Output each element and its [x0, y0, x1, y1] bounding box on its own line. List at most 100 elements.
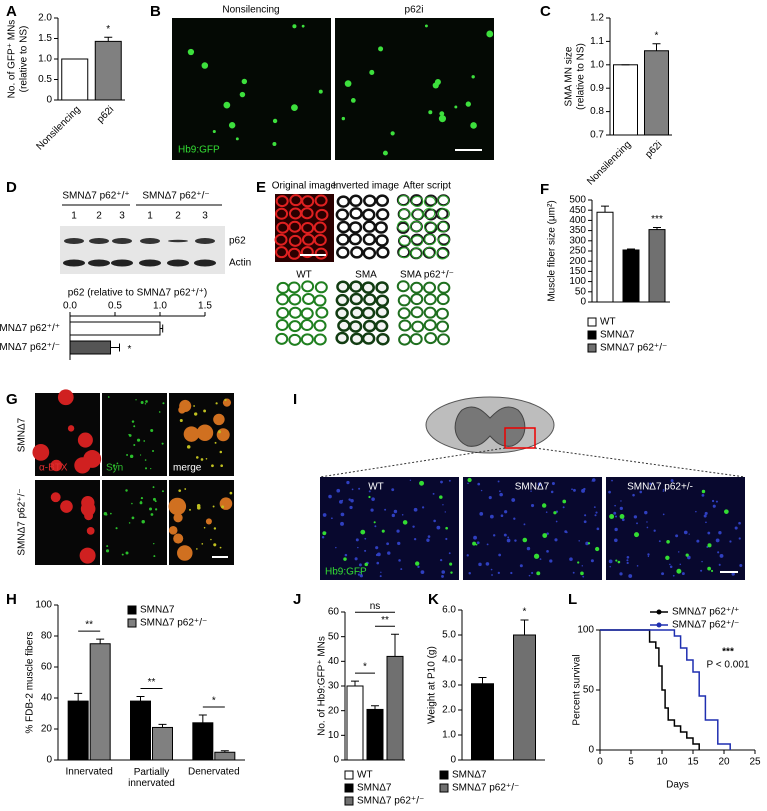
image-detail	[409, 333, 423, 346]
legend-label: SMNΔ7	[600, 330, 635, 341]
image-detail	[287, 247, 301, 260]
image-detail	[715, 538, 720, 543]
panel-letter: C	[540, 3, 551, 20]
image-detail	[375, 546, 379, 550]
error-bar	[158, 723, 167, 728]
image-detail	[486, 543, 489, 546]
image-detail	[350, 306, 364, 319]
image-detail	[133, 443, 136, 446]
image-detail	[140, 238, 160, 244]
significance: *	[106, 24, 110, 35]
x-tick-label: 1.0	[153, 301, 167, 312]
image-detail	[289, 194, 303, 207]
stain-label: Hb9:GFP	[178, 145, 220, 156]
image-detail	[129, 454, 134, 459]
x-axis-label: Days	[666, 780, 689, 791]
image-detail	[410, 293, 424, 306]
image-detail	[288, 306, 302, 319]
row-label: SMNΔ7	[17, 417, 28, 452]
image-detail	[393, 509, 398, 514]
image-detail	[187, 48, 195, 56]
image-detail	[619, 572, 623, 576]
image-detail	[112, 464, 116, 467]
image-detail	[590, 559, 594, 563]
image-detail	[86, 526, 95, 535]
x-tick-label: 0	[597, 757, 603, 768]
image-detail	[133, 425, 136, 428]
image-detail	[477, 482, 481, 486]
image-detail	[397, 246, 411, 259]
image-detail	[413, 537, 417, 541]
y-tick-label: 5.0	[442, 630, 456, 641]
image-detail	[510, 571, 513, 575]
y-tick-label: 100	[569, 276, 586, 287]
image-detail	[426, 538, 430, 542]
image-detail	[706, 545, 709, 548]
image-detail	[79, 547, 96, 564]
image-detail	[128, 522, 131, 524]
image-detail	[219, 546, 222, 549]
significance: **	[381, 615, 389, 626]
error-bar	[220, 750, 229, 753]
y-tick-label: 50	[328, 631, 340, 642]
image-label: p62i	[405, 5, 424, 16]
image-detail	[398, 234, 411, 246]
image-detail	[224, 398, 227, 402]
image-detail	[436, 248, 449, 260]
y-tick-label: 10	[328, 730, 340, 741]
image-detail	[359, 574, 363, 578]
image-detail	[364, 537, 367, 540]
legend-label: WT	[357, 770, 373, 781]
image-detail	[504, 510, 508, 514]
image-detail	[442, 504, 444, 506]
image-detail	[344, 553, 348, 557]
image-detail	[110, 512, 112, 515]
image-detail	[328, 494, 332, 499]
image-detail	[585, 541, 589, 546]
image-detail	[111, 259, 133, 267]
bar	[61, 58, 89, 101]
annotation: ***	[722, 647, 734, 658]
image-detail	[77, 432, 93, 448]
image-detail	[358, 563, 362, 567]
y-axis-label: No. of Hb9:GFP⁺ MNs	[317, 636, 328, 736]
legend-swatch	[439, 783, 449, 793]
image-detail	[583, 487, 586, 491]
image-detail	[554, 538, 558, 542]
image-detail	[272, 118, 278, 124]
image-detail	[666, 539, 670, 544]
image-detail	[168, 239, 188, 243]
image-detail	[715, 500, 718, 503]
image-detail	[350, 498, 354, 503]
image-detail	[711, 499, 715, 503]
image-detail	[288, 293, 302, 306]
band-label: p62	[229, 236, 246, 247]
bar	[596, 211, 614, 303]
bar	[471, 683, 494, 761]
y-tick-label: 0	[450, 755, 456, 766]
image-detail	[718, 563, 721, 566]
image-detail	[276, 221, 290, 234]
image-label: Nonsilencing	[222, 5, 279, 16]
lane-label: 2	[96, 211, 102, 222]
image-detail	[195, 238, 215, 244]
y-tick-label: 0.7	[590, 130, 604, 141]
image-detail	[546, 550, 549, 553]
image-detail	[203, 526, 206, 529]
image-detail	[360, 529, 366, 535]
image-detail	[551, 482, 555, 486]
legend-swatch	[127, 605, 137, 615]
image-detail	[212, 129, 216, 134]
image-detail	[658, 540, 661, 543]
y-tick-label: 60	[41, 662, 53, 673]
image-detail	[609, 514, 615, 520]
image-detail	[203, 409, 207, 413]
y-tick-label: 450	[569, 205, 586, 216]
image-detail	[274, 233, 288, 246]
panel-letter: D	[6, 179, 17, 196]
legend-label: SMNΔ7 p62⁺/⁺	[672, 607, 739, 618]
image-detail	[411, 208, 424, 220]
bar	[69, 321, 161, 336]
image-detail	[445, 526, 448, 530]
image-detail	[539, 558, 542, 561]
